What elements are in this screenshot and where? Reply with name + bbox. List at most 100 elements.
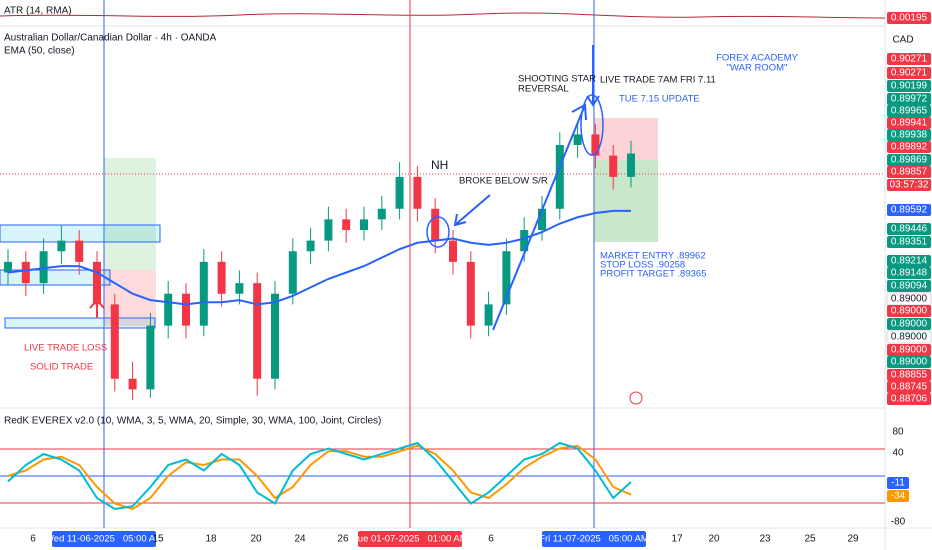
- currency: CAD: [892, 35, 913, 46]
- price-label-bg: [887, 344, 931, 356]
- price-label-bg: [887, 67, 931, 79]
- indicator-title: RedK EVEREX v2.0 (10, WMA, 3, 5, WMA, 20…: [4, 416, 381, 427]
- candle-body: [271, 293, 279, 379]
- candle-body: [520, 230, 529, 252]
- candle-body: [21, 261, 30, 284]
- annotation: NH: [431, 158, 448, 172]
- arrow: [586, 45, 600, 107]
- osc-label-bg: [887, 516, 909, 528]
- osc-label: 40: [892, 448, 904, 459]
- candle-body: [573, 134, 582, 145]
- price-label-bg: [887, 236, 931, 248]
- candle-body: [57, 240, 66, 252]
- time-label: 18: [205, 534, 217, 545]
- osc-label: -34: [891, 491, 906, 502]
- time-label: 23: [759, 534, 771, 545]
- price-label-bg: [887, 305, 931, 317]
- time-label: 6: [488, 534, 494, 545]
- indicator-title: EMA (50, close): [4, 46, 75, 57]
- osc-fast-line: [7, 441, 632, 511]
- osc-label: 80: [892, 427, 904, 438]
- osc-label: -11: [891, 478, 905, 489]
- candle-body: [395, 176, 404, 209]
- price-label: 0.89000: [891, 345, 928, 356]
- price-label: 0.90271: [891, 68, 928, 79]
- time-label-bg: [52, 531, 156, 547]
- candle-body: [609, 155, 618, 177]
- highlight-circle: [426, 216, 450, 248]
- price-label: 03:57:32: [890, 180, 929, 191]
- price-label-bg: [887, 154, 931, 166]
- price-label-bg: [887, 12, 931, 24]
- candle-body: [235, 283, 244, 294]
- time-label: 15: [152, 534, 164, 545]
- price-label-bg: [887, 141, 931, 153]
- price-label-bg: [887, 204, 931, 216]
- osc-label-bg: [887, 490, 909, 502]
- price-label: 0.89000: [891, 306, 928, 317]
- price-label: 0.88745: [891, 382, 928, 393]
- osc-label: -80: [891, 517, 906, 528]
- price-label-bg: [887, 129, 931, 141]
- price-label: 0.89000: [891, 357, 928, 368]
- price-label-bg: [887, 80, 931, 92]
- osc-slow-line: [7, 444, 632, 511]
- symbol-title: Australian Dollar/Canadian Dollar · 4h ·…: [4, 33, 217, 44]
- profit-zone: [104, 158, 156, 270]
- candle-body: [502, 251, 511, 305]
- price-label: 0.89972: [891, 94, 928, 105]
- candle-body: [431, 208, 440, 241]
- price-label-bg: [887, 381, 931, 393]
- price-label: 0.89148: [891, 268, 928, 279]
- time-label: 24: [294, 534, 306, 545]
- candle-body: [306, 240, 315, 252]
- time-label: 6: [30, 534, 36, 545]
- price-label-bg: [887, 393, 931, 405]
- candle-body: [466, 261, 475, 326]
- price-label: 0.89941: [891, 118, 928, 129]
- time-label: 20: [250, 534, 262, 545]
- price-label-bg: [887, 318, 931, 330]
- candle-body: [217, 261, 226, 294]
- annotation: STOP LOSS .90258: [600, 260, 685, 271]
- annotation: PROFIT TARGET .89365: [600, 269, 706, 280]
- price-label: 0.89869: [891, 155, 928, 166]
- annotation: BROKE BELOW S/R: [459, 176, 548, 187]
- annotation: TUE 7.15 UPDATE: [619, 94, 700, 105]
- price-label: 0.89000: [891, 319, 928, 330]
- ema-line: [7, 209, 631, 306]
- price-label-bg: [887, 93, 931, 105]
- candle-body: [555, 145, 564, 209]
- annotation: SHOOTING STAR: [518, 74, 596, 85]
- time-label-bg: [542, 531, 646, 547]
- candle-body: [39, 251, 48, 284]
- price-label-bg: [887, 166, 931, 178]
- price-label-bg: [886, 330, 932, 344]
- time-label: Tue 01-07-2025 01:00 AM: [352, 534, 467, 545]
- price-label: 0.89938: [891, 130, 928, 141]
- price-label-bg: [887, 267, 931, 279]
- atr-line: [0, 12, 886, 19]
- price-label-bg: [887, 179, 931, 191]
- candle-body: [591, 134, 600, 156]
- candle-body: [413, 176, 422, 209]
- support-zone: [0, 224, 161, 243]
- candle-body: [128, 378, 137, 390]
- annotation: "WAR ROOM": [727, 63, 788, 74]
- candle-body: [484, 304, 493, 326]
- price-label-bg: [887, 369, 931, 381]
- candle-body: [182, 293, 190, 326]
- candle-body: [360, 219, 368, 230]
- price-label: 0.89351: [891, 237, 928, 248]
- price-label: 0.00195: [891, 13, 928, 24]
- price-label-bg: [887, 105, 931, 117]
- price-label-bg: [887, 280, 931, 292]
- time-label: 29: [847, 534, 859, 545]
- price-label: 0.89592: [891, 205, 928, 216]
- osc-label-bg: [887, 426, 909, 438]
- candles: [4, 121, 635, 400]
- price-label: 0.90271: [891, 54, 928, 65]
- time-label: 17: [671, 534, 683, 545]
- candle-body: [75, 240, 84, 262]
